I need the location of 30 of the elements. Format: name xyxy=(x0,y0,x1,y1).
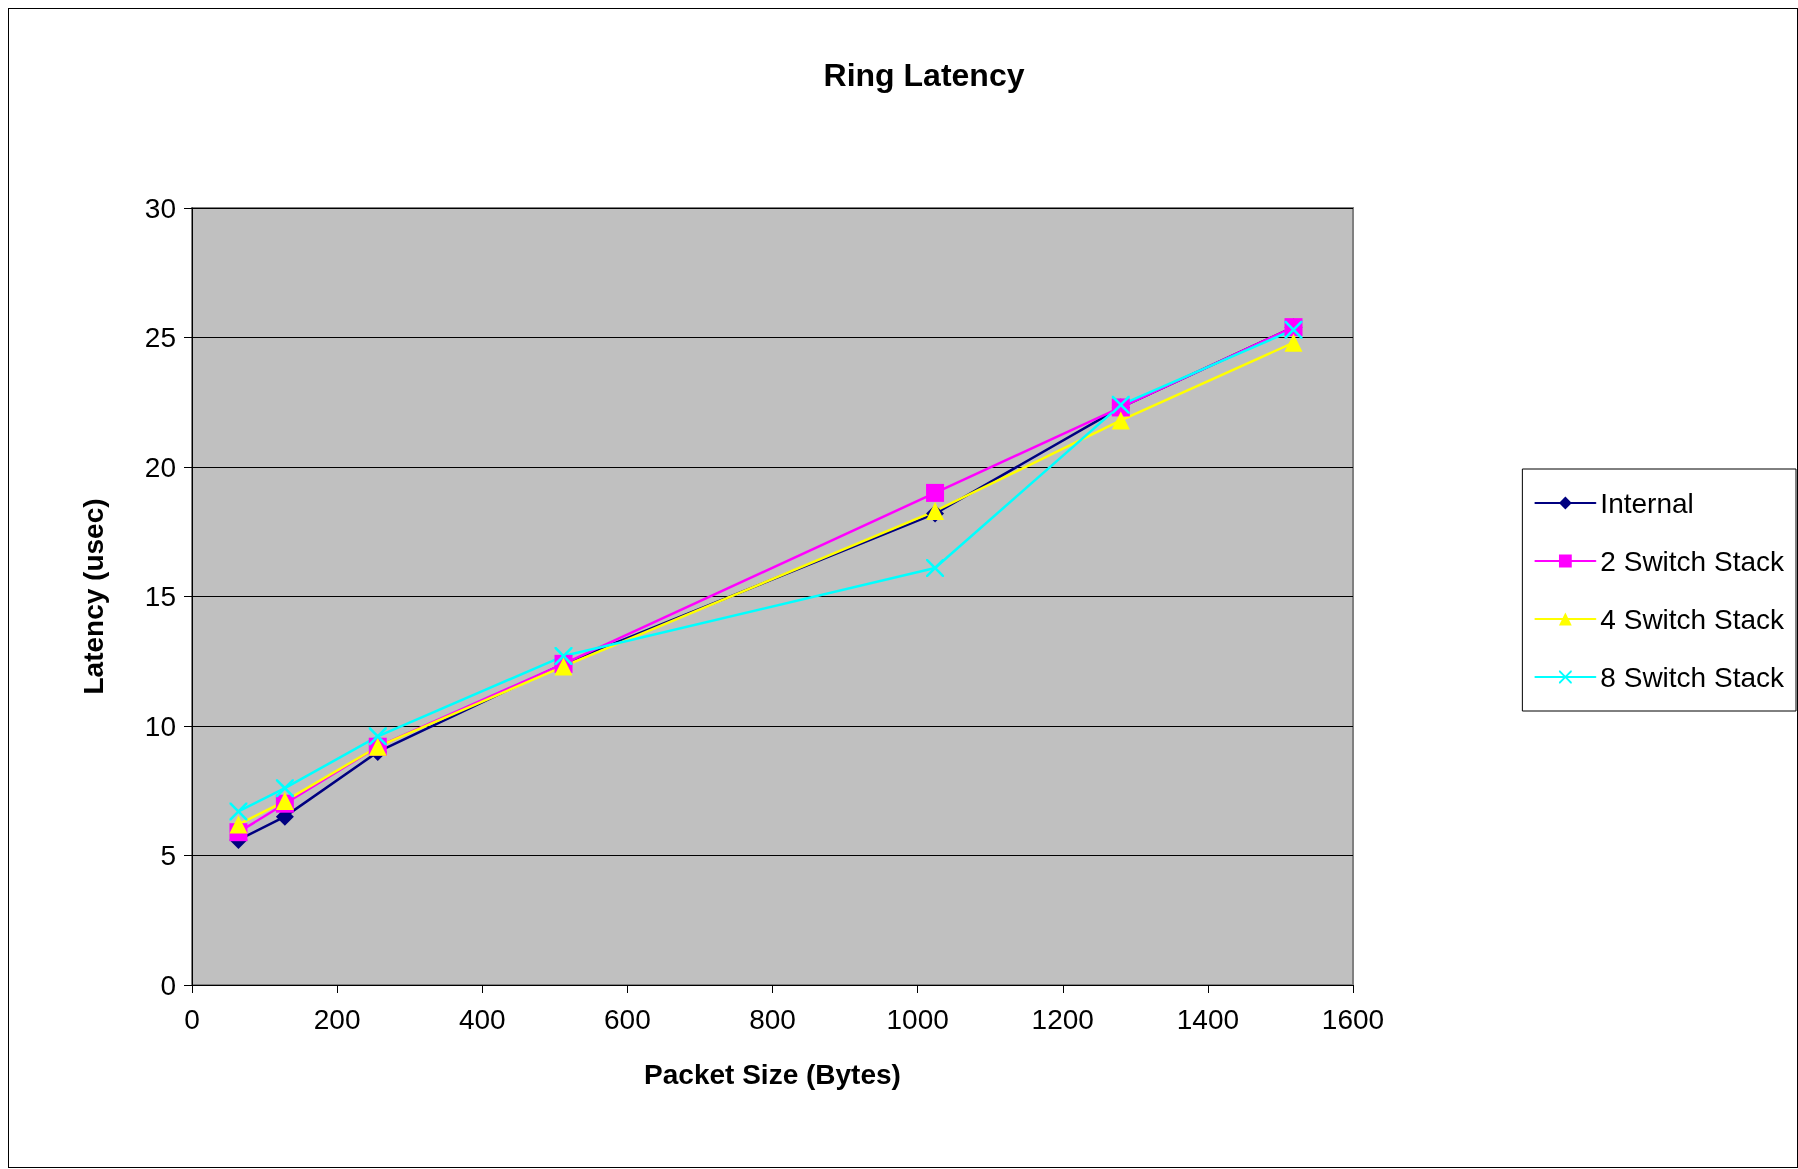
y-tick-label: 10 xyxy=(144,710,176,742)
x-tick-label: 600 xyxy=(604,1003,651,1035)
x-tick-label: 400 xyxy=(458,1003,506,1035)
point xyxy=(1284,333,1303,352)
chart-title: Ring Latency xyxy=(823,57,1025,93)
y-tick-label: 15 xyxy=(144,581,176,612)
point xyxy=(926,483,945,502)
y-tick-label: 20 xyxy=(144,451,176,483)
point xyxy=(368,727,387,746)
y-tick-label: 0 xyxy=(160,969,176,1001)
point xyxy=(275,779,294,798)
point xyxy=(554,647,573,666)
y-axis-title: Latency (usec) xyxy=(77,498,109,695)
point xyxy=(1111,411,1130,430)
y-tick-label: 25 xyxy=(144,322,176,353)
x-tick-label: 1400 xyxy=(1176,1003,1240,1035)
x-tick-label: 800 xyxy=(749,1003,796,1035)
x-tick-label: 200 xyxy=(313,1003,361,1035)
y-tick-label: 5 xyxy=(160,840,176,871)
x-axis-title: Packet Size (Bytes) xyxy=(644,1058,901,1090)
point xyxy=(229,815,248,834)
legend-label: 8 Switch Stack xyxy=(1600,661,1785,693)
legend-label: Internal xyxy=(1600,487,1694,519)
x-tick-label: 1200 xyxy=(1031,1003,1094,1035)
x-tick-label: 1600 xyxy=(1321,1003,1385,1035)
x-tick-label: 0 xyxy=(184,1003,200,1035)
legend-label: 2 Switch Stack xyxy=(1600,545,1785,577)
legend-label: 4 Switch Stack xyxy=(1600,603,1785,635)
x-tick-label: 1000 xyxy=(886,1003,949,1035)
y-tick-label: 30 xyxy=(144,192,176,224)
